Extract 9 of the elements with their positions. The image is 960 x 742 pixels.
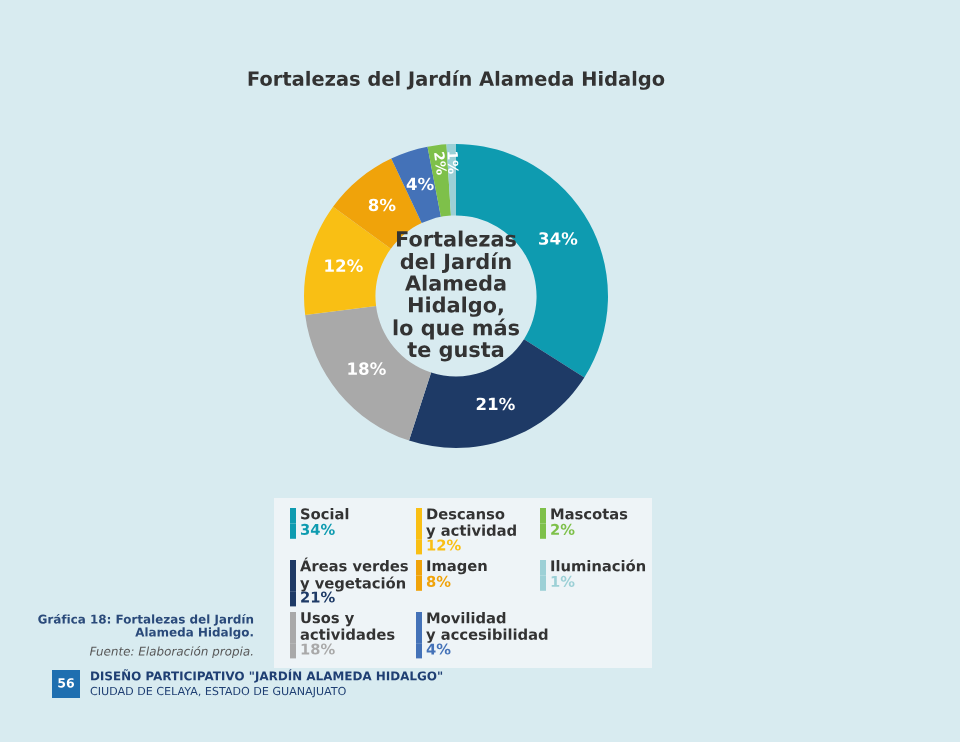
data-label: 8% — [368, 198, 396, 212]
chart-title: Fortalezas del Jardín Alameda Hidalgo — [248, 70, 665, 90]
data-label: 12% — [325, 259, 363, 272]
text: Fortalezas del Jardín Alameda Hidalgo, lo que más te gusta — [393, 230, 520, 362]
data-label: 34% — [539, 232, 578, 245]
data-label: 18% — [348, 362, 386, 375]
data-label: 4% — [406, 177, 434, 191]
donut-slice — [409, 339, 585, 448]
data-label: 21% — [476, 397, 515, 411]
